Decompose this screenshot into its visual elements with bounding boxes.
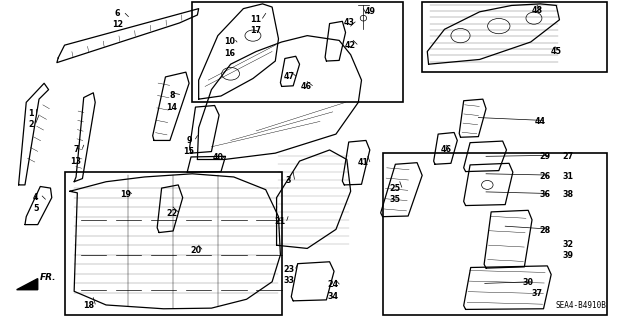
Text: 32: 32 — [562, 240, 573, 249]
Text: 38: 38 — [562, 190, 573, 199]
Text: 12: 12 — [112, 20, 123, 29]
Text: 15: 15 — [184, 147, 195, 156]
Text: 8: 8 — [169, 92, 175, 100]
Text: FR.: FR. — [40, 273, 57, 282]
Ellipse shape — [451, 28, 470, 43]
Text: 20: 20 — [190, 246, 201, 255]
Text: SEA4-B4910B: SEA4-B4910B — [556, 301, 606, 310]
Text: 13: 13 — [70, 157, 81, 166]
Ellipse shape — [488, 19, 510, 34]
Text: 37: 37 — [532, 289, 543, 298]
Text: 49: 49 — [364, 7, 375, 16]
Text: 25: 25 — [390, 184, 401, 193]
Text: 2: 2 — [29, 120, 34, 129]
Text: 31: 31 — [563, 172, 573, 181]
Bar — [422, 2, 607, 72]
Bar — [65, 172, 282, 315]
Text: 19: 19 — [120, 190, 131, 199]
Text: 22: 22 — [166, 209, 177, 218]
Text: 16: 16 — [224, 48, 235, 58]
Text: 4: 4 — [33, 193, 38, 202]
Text: 23: 23 — [284, 264, 295, 274]
Text: 44: 44 — [535, 117, 546, 126]
Text: 6: 6 — [115, 9, 120, 18]
Text: 29: 29 — [540, 152, 550, 161]
Text: 41: 41 — [358, 158, 369, 167]
Text: 39: 39 — [563, 251, 573, 260]
Text: 1: 1 — [29, 109, 34, 118]
Text: 40: 40 — [212, 153, 223, 162]
Text: 36: 36 — [540, 190, 550, 199]
Polygon shape — [17, 278, 38, 290]
Text: 17: 17 — [251, 26, 262, 35]
Text: 5: 5 — [33, 204, 38, 213]
Text: 45: 45 — [551, 47, 562, 56]
Text: 7: 7 — [74, 145, 79, 154]
Text: 28: 28 — [539, 226, 550, 234]
Text: 47: 47 — [284, 72, 295, 81]
Text: 21: 21 — [275, 217, 286, 226]
Text: 46: 46 — [300, 82, 312, 91]
Ellipse shape — [526, 12, 542, 24]
Text: 10: 10 — [224, 38, 235, 47]
Text: 42: 42 — [345, 41, 356, 50]
Text: 46: 46 — [441, 145, 452, 154]
Text: 14: 14 — [166, 103, 177, 112]
Text: 9: 9 — [186, 136, 192, 145]
Text: 27: 27 — [562, 152, 573, 161]
Text: 11: 11 — [251, 15, 262, 24]
Text: 26: 26 — [540, 172, 550, 181]
Text: 18: 18 — [83, 301, 94, 310]
Text: 3: 3 — [285, 176, 291, 185]
Text: 30: 30 — [522, 278, 533, 287]
Bar — [383, 153, 607, 315]
Text: 33: 33 — [284, 276, 295, 285]
Text: 43: 43 — [343, 19, 354, 27]
Text: 35: 35 — [390, 195, 401, 204]
Bar — [192, 2, 403, 102]
Text: 34: 34 — [327, 292, 339, 300]
Text: 24: 24 — [327, 280, 339, 289]
Text: 48: 48 — [532, 6, 543, 15]
